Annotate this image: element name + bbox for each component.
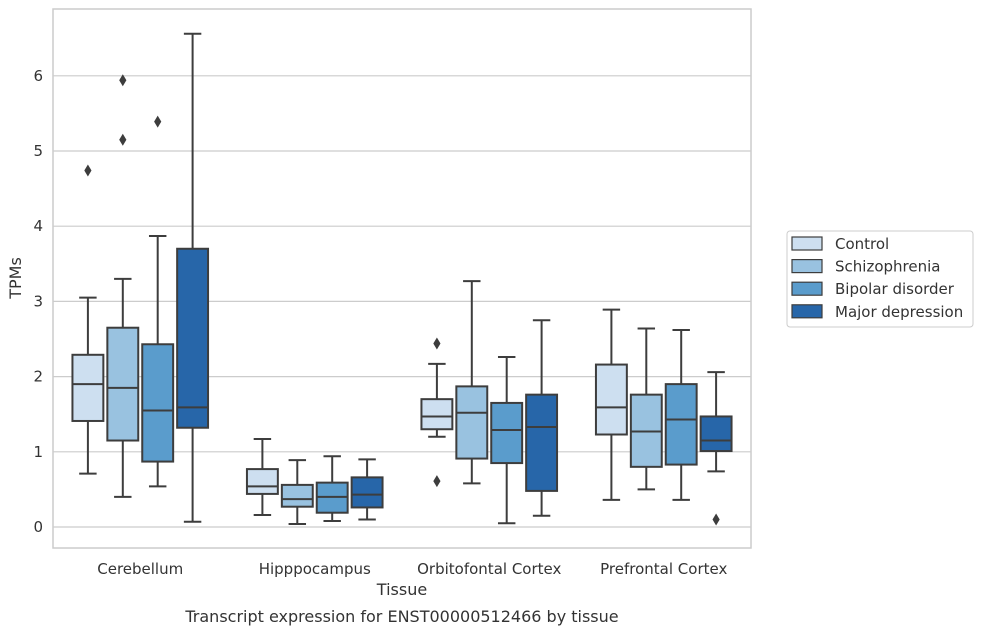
legend-swatch	[791, 236, 823, 251]
box-bipolar-disorder	[664, 328, 698, 501]
box-iqr	[490, 401, 524, 465]
outlier-point	[712, 513, 720, 526]
outlier-point	[154, 115, 162, 128]
box-control	[71, 164, 105, 475]
y-tick-labels: 0 1 2 3 4 5 6	[33, 67, 43, 536]
outlier-point	[119, 74, 127, 87]
box-control	[245, 438, 279, 516]
box-bipolar-disorder	[315, 455, 349, 522]
x-tick-label: Prefrontal Cortex	[600, 560, 727, 578]
x-tick-label: Orbitofontal Cortex	[417, 560, 561, 578]
box-schizophrenia	[629, 327, 663, 491]
x-axis-title: Tissue	[376, 580, 427, 599]
box-iqr	[420, 398, 454, 431]
box-iqr	[594, 363, 628, 436]
y-tick-label: 6	[33, 67, 43, 85]
box-major-depression	[350, 458, 384, 521]
x-tick-label: Hipppocampus	[259, 560, 371, 578]
box-schizophrenia	[106, 74, 140, 498]
legend-swatch	[791, 304, 823, 319]
box-iqr	[455, 385, 489, 460]
y-axis-title: TPMs	[6, 257, 25, 300]
box-major-depression	[525, 319, 559, 517]
plot-frame	[52, 8, 752, 549]
box-iqr	[141, 343, 175, 463]
box-iqr	[664, 383, 698, 466]
legend-swatch	[791, 281, 823, 296]
chart-caption: Transcript expression for ENST0000051246…	[184, 607, 618, 626]
box-iqr	[525, 393, 559, 492]
box-control	[420, 337, 454, 488]
outlier-point	[84, 164, 92, 177]
box-iqr	[71, 353, 105, 422]
outlier-point	[433, 337, 441, 350]
legend-label: Bipolar disorder	[835, 280, 955, 298]
box-bipolar-disorder	[490, 356, 524, 525]
boxes-layer	[71, 32, 733, 526]
y-tick-label: 0	[33, 518, 43, 536]
legend-swatch	[791, 259, 823, 274]
legend-label: Control	[835, 235, 889, 253]
outlier-point	[433, 475, 441, 488]
x-tick-label: Cerebellum	[97, 560, 183, 578]
x-tick-labels: Cerebellum Hipppocampus Orbitofontal Corte…	[97, 560, 727, 578]
box-major-depression	[699, 371, 733, 526]
y-tick-label: 1	[33, 443, 43, 461]
y-tick-label: 5	[33, 142, 43, 160]
box-schizophrenia	[280, 459, 314, 525]
box-iqr	[280, 483, 314, 508]
box-iqr	[176, 247, 210, 429]
box-iqr	[699, 415, 733, 453]
outlier-point	[119, 133, 127, 146]
box-control	[594, 308, 628, 501]
box-major-depression	[176, 32, 210, 523]
box-iqr	[350, 476, 384, 509]
box-bipolar-disorder	[141, 115, 175, 488]
box-schizophrenia	[455, 280, 489, 485]
legend-label: Schizophrenia	[835, 258, 940, 276]
y-tick-label: 4	[33, 217, 43, 235]
y-tick-label: 3	[33, 292, 43, 310]
y-tick-label: 2	[33, 368, 43, 386]
legend: Control Schizophrenia Bipolar disorder Majo…	[786, 230, 974, 328]
legend-frame	[786, 230, 974, 328]
legend-label: Major depression	[835, 303, 963, 321]
box-iqr	[245, 468, 279, 495]
box-iqr	[106, 326, 140, 442]
